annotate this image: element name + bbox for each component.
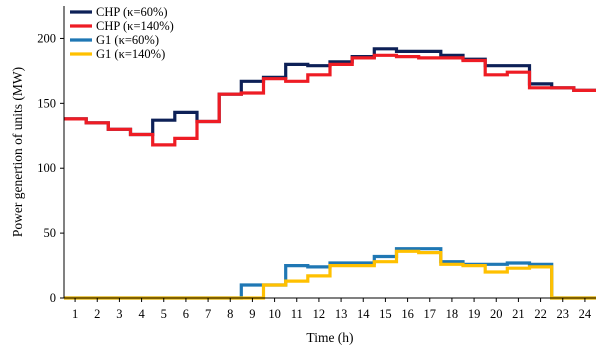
x-tick-label: 4 [138, 307, 145, 321]
legend-label-4: G1 (κ=140%) [96, 47, 165, 61]
y-tick-label: 0 [50, 291, 56, 305]
y-tick-label: 100 [37, 161, 56, 175]
x-tick-label: 11 [291, 307, 303, 321]
x-tick-label: 2 [94, 307, 100, 321]
x-tick-label: 20 [490, 307, 503, 321]
x-tick-label: 7 [205, 307, 211, 321]
x-tick-label: 18 [446, 307, 459, 321]
series-line-1 [64, 47, 596, 137]
legend-label-3: G1 (κ=60%) [96, 33, 159, 47]
x-tick-label: 16 [401, 307, 414, 321]
x-tick-label: 6 [183, 307, 189, 321]
x-tick-label: 3 [116, 307, 122, 321]
x-tick-label: 10 [268, 307, 281, 321]
x-tick-label: 9 [249, 307, 255, 321]
legend: CHP (κ=60%)CHP (κ=140%)G1 (κ=60%)G1 (κ=1… [70, 5, 174, 61]
series-line-2 [64, 53, 596, 147]
x-tick-label: 19 [468, 307, 481, 321]
x-tick-label: 17 [424, 307, 437, 321]
legend-label-1: CHP (κ=60%) [96, 5, 168, 19]
x-tick-label: 21 [512, 307, 525, 321]
x-tick-label: 15 [379, 307, 392, 321]
x-tick-label: 13 [335, 307, 348, 321]
y-tick-label: 150 [37, 96, 56, 110]
x-tick-label: 14 [357, 307, 370, 321]
y-axis-label: Power genertion of units (MW) [10, 67, 25, 237]
x-tick-label: 1 [72, 307, 78, 321]
y-tick-label: 200 [37, 31, 56, 45]
x-tick-label: 23 [557, 307, 570, 321]
axes [63, 6, 596, 299]
series-layer [64, 47, 596, 300]
x-tick-label: 22 [534, 307, 547, 321]
x-tick-label: 5 [161, 307, 167, 321]
legend-label-2: CHP (κ=140%) [96, 19, 174, 33]
series-line-4 [64, 249, 596, 300]
x-tick-label: 8 [227, 307, 233, 321]
x-axis-label: Time (h) [306, 330, 353, 345]
x-tick-label: 12 [313, 307, 326, 321]
y-tick-label: 50 [44, 226, 57, 240]
x-tick-label: 24 [579, 307, 592, 321]
